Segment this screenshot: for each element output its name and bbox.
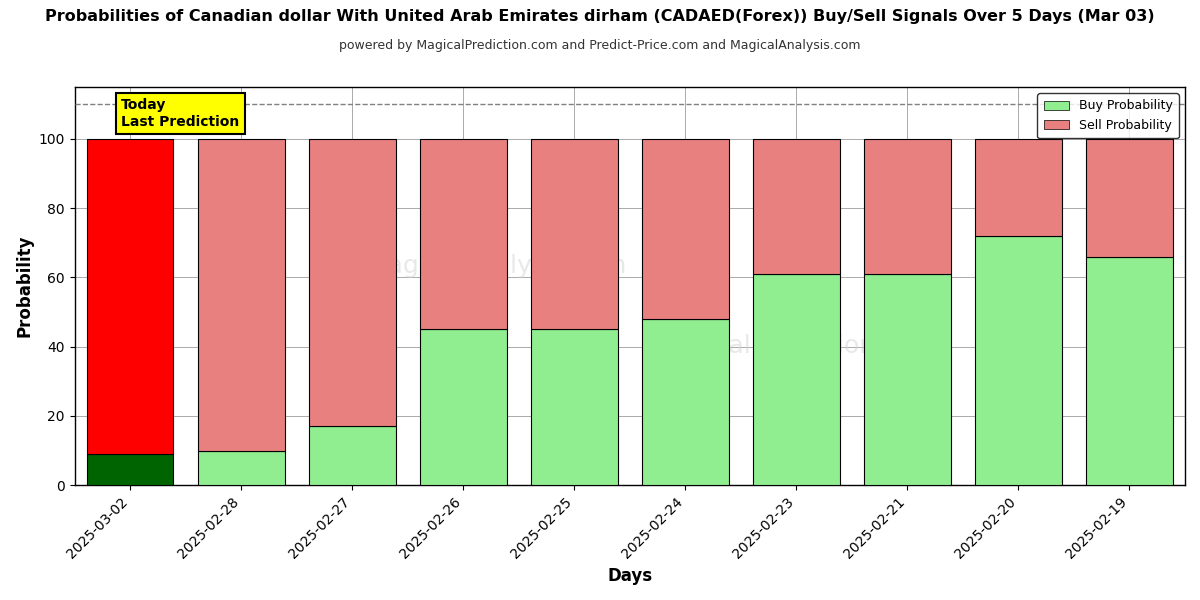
Bar — [642, 139, 728, 319]
Legend: Buy Probability, Sell Probability: Buy Probability, Sell Probability — [1037, 93, 1178, 138]
Bar — [1086, 139, 1172, 257]
Text: Probabilities of Canadian dollar With United Arab Emirates dirham (CADAED(Forex): Probabilities of Canadian dollar With Un… — [46, 9, 1154, 24]
Bar — [864, 274, 950, 485]
Bar — [976, 139, 1062, 236]
Bar — [532, 329, 618, 485]
Bar — [976, 236, 1062, 485]
Bar — [86, 454, 174, 485]
Bar — [420, 139, 506, 329]
Bar — [532, 139, 618, 329]
Bar — [420, 329, 506, 485]
Bar — [642, 319, 728, 485]
Text: powered by MagicalPrediction.com and Predict-Price.com and MagicalAnalysis.com: powered by MagicalPrediction.com and Pre… — [340, 39, 860, 52]
X-axis label: Days: Days — [607, 567, 653, 585]
Bar — [86, 139, 174, 454]
Y-axis label: Probability: Probability — [16, 235, 34, 337]
Bar — [198, 139, 284, 451]
Text: MagicalPrediction.com: MagicalPrediction.com — [655, 334, 937, 358]
Bar — [754, 274, 840, 485]
Bar — [864, 139, 950, 274]
Bar — [1086, 257, 1172, 485]
Bar — [308, 427, 396, 485]
Text: MagicalAnalysis.com: MagicalAnalysis.com — [366, 254, 626, 278]
Bar — [198, 451, 284, 485]
Bar — [308, 139, 396, 427]
Bar — [754, 139, 840, 274]
Text: Today
Last Prediction: Today Last Prediction — [121, 98, 240, 128]
